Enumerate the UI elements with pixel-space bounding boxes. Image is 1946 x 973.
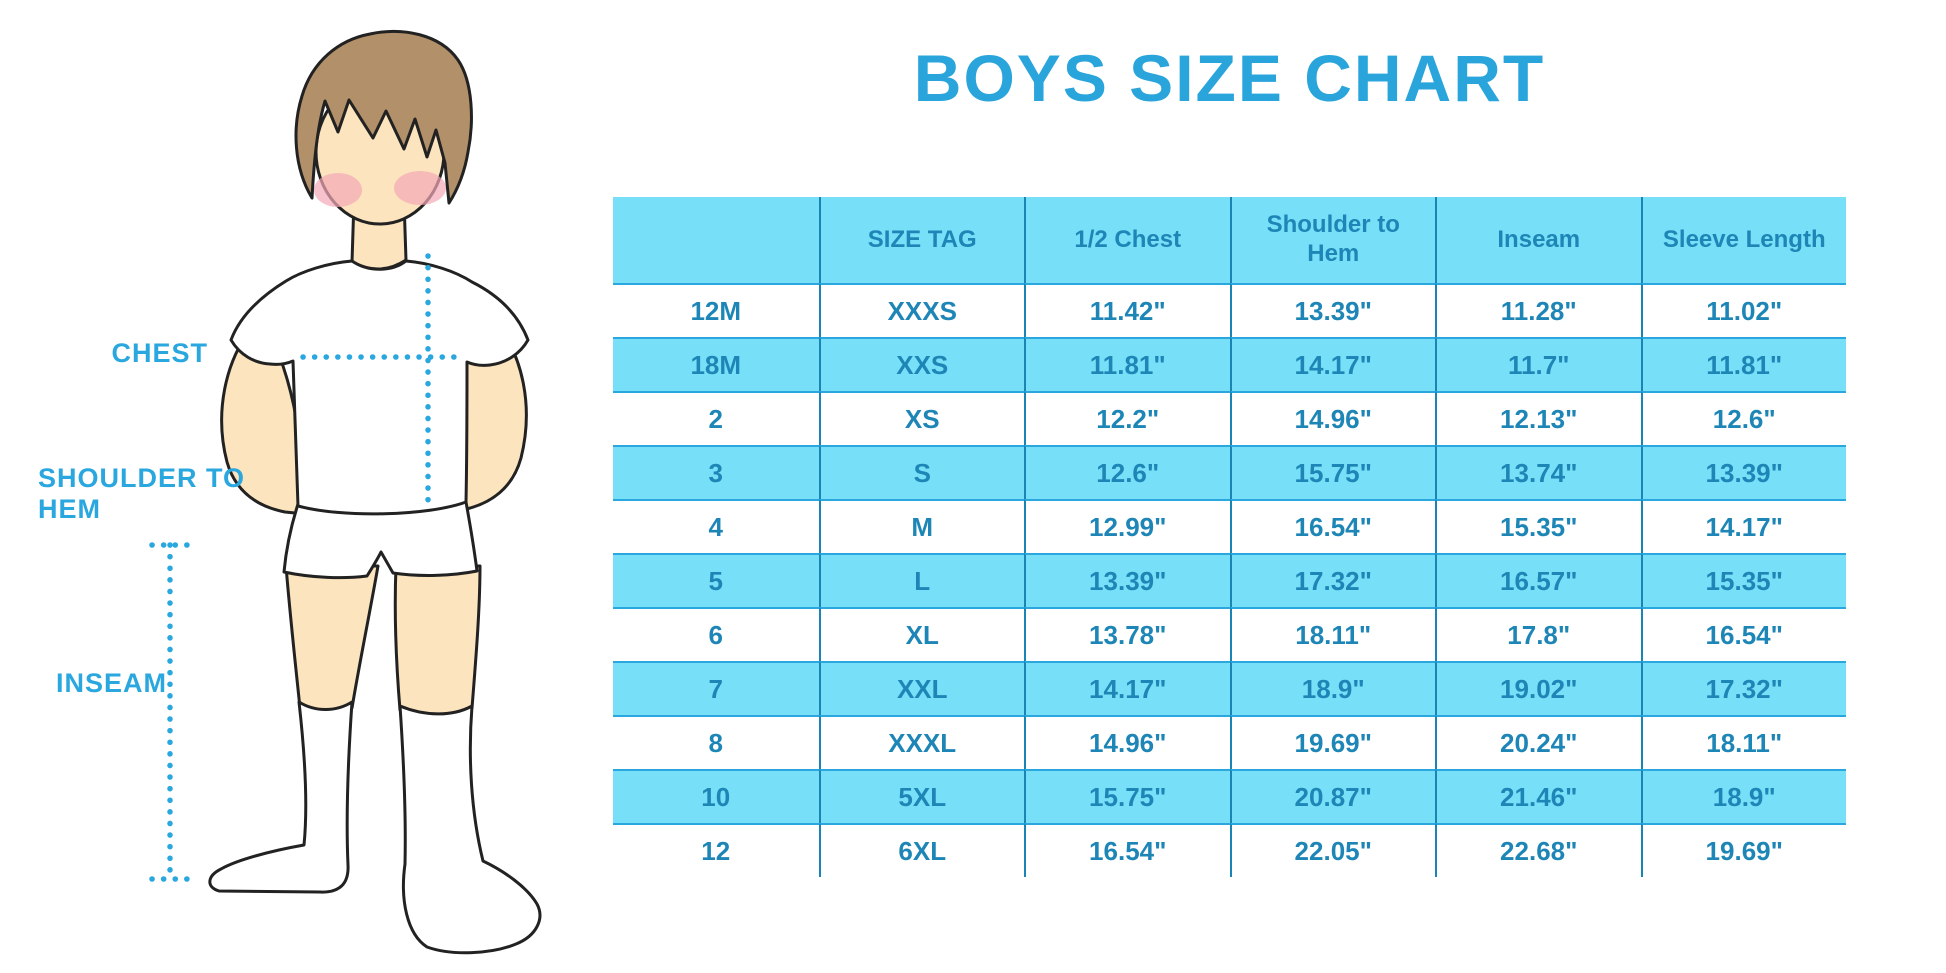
- table-cell: 11.42": [1024, 283, 1230, 337]
- table-cell: 11.28": [1435, 283, 1641, 337]
- table-cell: 12.13": [1435, 391, 1641, 445]
- table-cell: 16.54": [1229, 499, 1435, 553]
- table-cell: 14.96": [1229, 391, 1435, 445]
- page-title: BOYS SIZE CHART: [913, 41, 1546, 115]
- table-cell: 12.99": [1024, 499, 1230, 553]
- header-cell: SIZE TAG: [818, 197, 1024, 283]
- table-cell: 20.24": [1435, 715, 1641, 769]
- table-cell: S: [818, 445, 1024, 499]
- size-row-label: 12: [613, 823, 819, 877]
- boy-shorts: [282, 500, 479, 580]
- table-cell: 16.57": [1435, 553, 1641, 607]
- boy-sock-right: [398, 704, 542, 955]
- table-cell: 20.87": [1229, 769, 1435, 823]
- table-cell: 22.05": [1229, 823, 1435, 877]
- table-cell: 15.35": [1435, 499, 1641, 553]
- table-cell: 12.6": [1640, 391, 1846, 445]
- header-cell-empty: [613, 197, 819, 283]
- table-cell: 5XL: [818, 769, 1024, 823]
- table-cell: 6XL: [818, 823, 1024, 877]
- table-cell: 15.75": [1229, 445, 1435, 499]
- size-row-label: 12M: [613, 283, 819, 337]
- table-cell: 11.02": [1640, 283, 1846, 337]
- table-cell: L: [818, 553, 1024, 607]
- table-cell: XXL: [818, 661, 1024, 715]
- table-cell: 13.39": [1640, 445, 1846, 499]
- table-cell: 13.78": [1024, 607, 1230, 661]
- boy-thigh-left: [284, 564, 380, 714]
- table-cell: 17.8": [1435, 607, 1641, 661]
- table-cell: 13.39": [1229, 283, 1435, 337]
- table-cell: 18.9": [1229, 661, 1435, 715]
- size-row-label: 5: [613, 553, 819, 607]
- header-cell: Inseam: [1435, 197, 1641, 283]
- table-cell: 18.11": [1640, 715, 1846, 769]
- header-cell: Sleeve Length: [1640, 197, 1846, 283]
- size-row-label: 18M: [613, 337, 819, 391]
- table-cell: 17.32": [1229, 553, 1435, 607]
- table-cell: 22.68": [1435, 823, 1641, 877]
- size-row-label: 2: [613, 391, 819, 445]
- table-cell: 18.11": [1229, 607, 1435, 661]
- table-cell: 12.6": [1024, 445, 1230, 499]
- table-cell: 18.9": [1640, 769, 1846, 823]
- table-cell: 13.74": [1435, 445, 1641, 499]
- shoulder-to-hem-label: SHOULDER TO HEM: [38, 463, 246, 524]
- boy-cheek-left: [314, 173, 362, 207]
- chest-label: CHEST: [111, 338, 208, 368]
- table-cell: XXXL: [818, 715, 1024, 769]
- table-cell: 11.81": [1024, 337, 1230, 391]
- boy-illustration: [149, 29, 542, 955]
- table-cell: 14.96": [1024, 715, 1230, 769]
- size-row-label: 8: [613, 715, 819, 769]
- table-cell: 12.2": [1024, 391, 1230, 445]
- size-row-label: 7: [613, 661, 819, 715]
- size-table: SIZE TAG 1/2 Chest Shoulder to Hem Inseam Sl…: [613, 197, 1846, 877]
- boy-hair: [294, 29, 473, 205]
- inseam-label: INSEAM: [56, 668, 168, 698]
- boy-cheek-right: [394, 171, 446, 205]
- size-row-label: 6: [613, 607, 819, 661]
- table-cell: 11.81": [1640, 337, 1846, 391]
- table-cell: 17.32": [1640, 661, 1846, 715]
- header-cell: 1/2 Chest: [1024, 197, 1230, 283]
- size-row-label: 3: [613, 445, 819, 499]
- table-cell: XXXS: [818, 283, 1024, 337]
- header-cell: Shoulder to Hem: [1229, 197, 1435, 283]
- table-cell: 11.7": [1435, 337, 1641, 391]
- table-cell: 14.17": [1229, 337, 1435, 391]
- table-cell: 19.02": [1435, 661, 1641, 715]
- table-cell: 14.17": [1024, 661, 1230, 715]
- table-cell: 19.69": [1229, 715, 1435, 769]
- table-cell: XL: [818, 607, 1024, 661]
- boy-arm-left: [220, 328, 307, 516]
- table-cell: XXS: [818, 337, 1024, 391]
- boy-sock-left: [208, 700, 354, 894]
- size-row-label: 10: [613, 769, 819, 823]
- table-cell: XS: [818, 391, 1024, 445]
- table-cell: 15.75": [1024, 769, 1230, 823]
- table-cell: 13.39": [1024, 553, 1230, 607]
- table-cell: 16.54": [1640, 607, 1846, 661]
- size-row-label: 4: [613, 499, 819, 553]
- boy-thigh-right: [393, 564, 482, 717]
- table-cell: 15.35": [1640, 553, 1846, 607]
- table-cell: 21.46": [1435, 769, 1641, 823]
- table-cell: 16.54": [1024, 823, 1230, 877]
- boy-shirt: [229, 259, 530, 516]
- table-cell: 14.17": [1640, 499, 1846, 553]
- table-cell: M: [818, 499, 1024, 553]
- table-cell: 19.69": [1640, 823, 1846, 877]
